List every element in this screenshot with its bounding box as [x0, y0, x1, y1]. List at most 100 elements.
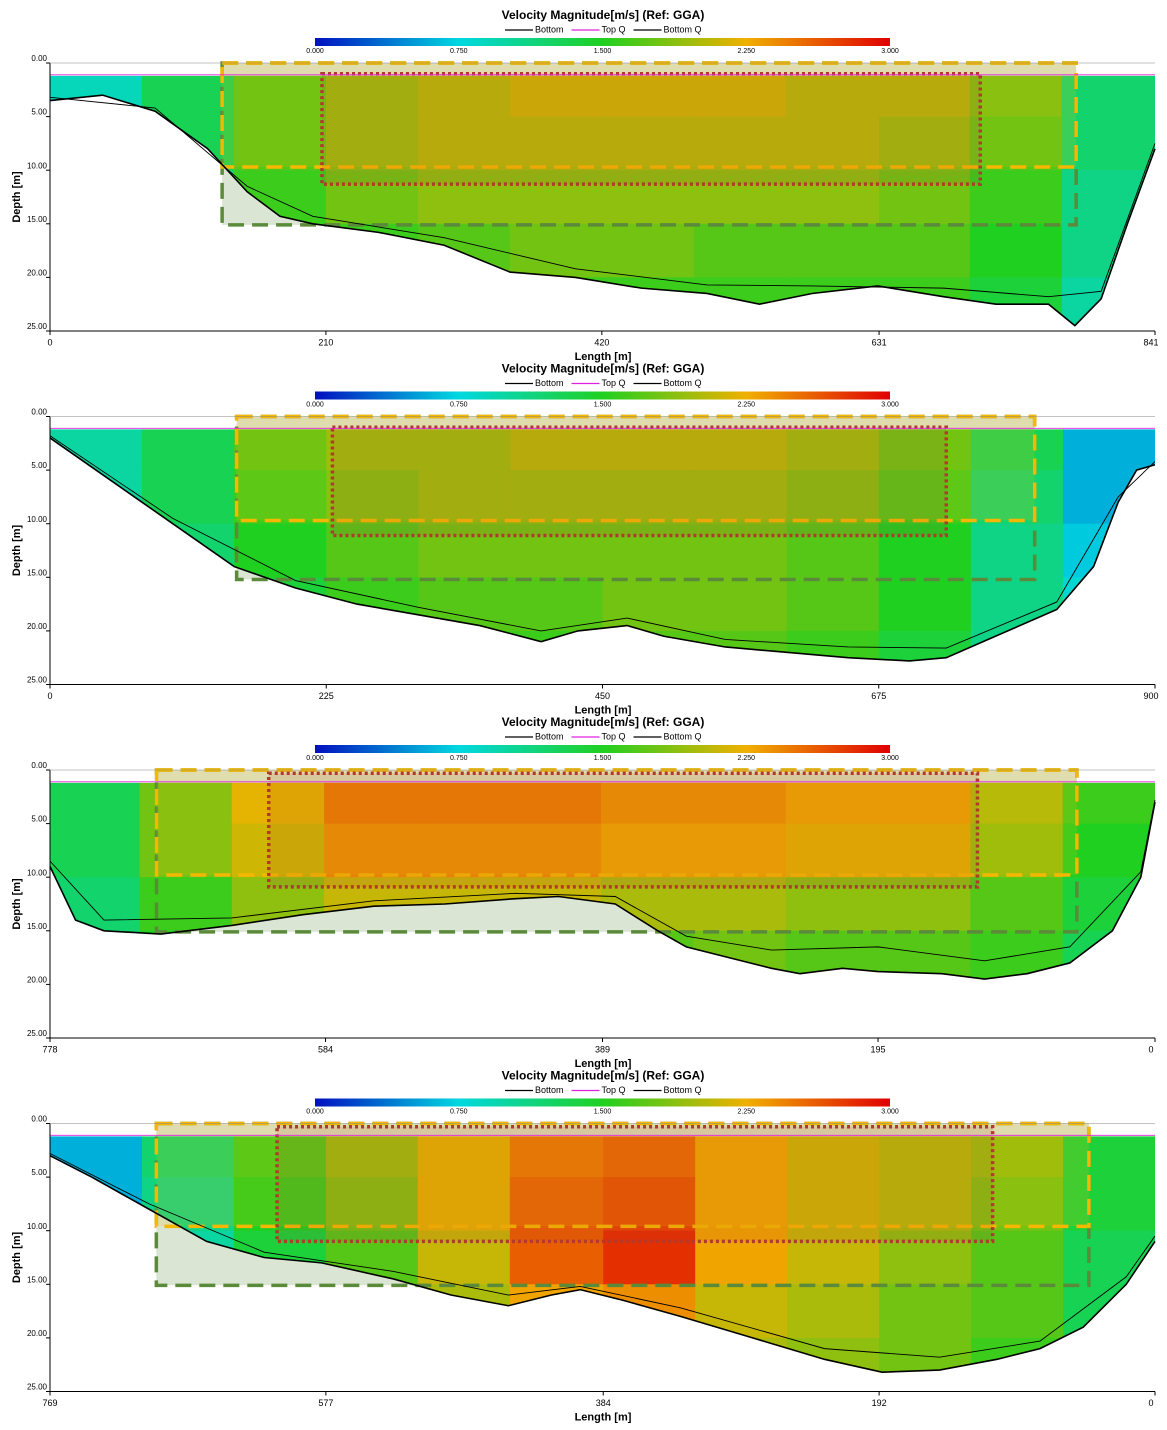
velocity-cell	[142, 630, 235, 661]
region-box	[275, 1124, 995, 1244]
velocity-cell	[878, 930, 971, 980]
velocity-cell	[970, 823, 1064, 878]
y-axis-label: Depth [m]	[11, 1232, 23, 1284]
y-axis-label: Depth [m]	[11, 171, 23, 223]
velocity-cell	[601, 782, 694, 825]
velocity-cell	[601, 75, 695, 118]
velocity-cell	[50, 984, 140, 1038]
velocity-cell	[416, 984, 509, 1038]
series-line	[49, 94, 1156, 327]
x-tick-label: 420	[594, 337, 609, 347]
velocity-cell	[787, 1136, 880, 1178]
velocity-cell	[603, 1337, 696, 1373]
y-tick-label: 15.00	[27, 568, 48, 577]
velocity-cell	[695, 1136, 788, 1178]
velocity-cell	[786, 577, 880, 632]
velocity-cell	[787, 1284, 880, 1339]
colorbar-tick-label: 0.750	[450, 48, 468, 55]
x-tick-label: 675	[871, 691, 886, 701]
velocity-cell	[970, 577, 1064, 632]
y-tick-label: 25.00	[27, 322, 48, 331]
velocity-cell	[878, 470, 972, 525]
velocity-cell	[1063, 1136, 1155, 1178]
y-axis-label: Depth [m]	[11, 878, 23, 930]
velocity-cell	[1062, 470, 1155, 525]
velocity-cell	[509, 1177, 604, 1232]
y-tick-label: 10.00	[27, 161, 48, 170]
velocity-cell	[694, 429, 788, 471]
velocity-cell	[601, 984, 694, 1038]
velocity-cell	[695, 1337, 788, 1373]
velocity-cell	[969, 223, 1063, 278]
velocity-cell	[693, 170, 787, 225]
velocity-cell	[971, 1337, 1064, 1373]
colorbar-tick-label: 2.250	[737, 1108, 755, 1115]
series-line	[49, 802, 1156, 980]
colorbar-tick-label: 3.000	[881, 48, 899, 55]
velocity-cell	[785, 930, 879, 980]
velocity-cell	[878, 630, 972, 661]
velocity-cell	[693, 984, 786, 1038]
chart-title: Velocity Magnitude[m/s] (Ref: GGA)	[502, 8, 705, 22]
velocity-cell	[139, 930, 233, 980]
y-tick-label: 10.00	[27, 1222, 48, 1231]
velocity-cell	[325, 1136, 419, 1178]
velocity-cell	[232, 984, 325, 1038]
velocity-cell	[879, 1337, 972, 1373]
velocity-cell	[601, 170, 695, 225]
y-tick-label: 0.00	[31, 408, 47, 417]
velocity-cell	[879, 277, 971, 326]
legend-label: Bottom	[535, 378, 564, 388]
velocity-cell	[1063, 1177, 1155, 1232]
velocity-cell	[324, 984, 417, 1038]
y-tick-label: 10.00	[27, 515, 48, 524]
colorbar-tick-label: 1.500	[594, 1108, 612, 1115]
velocity-cell	[602, 470, 696, 525]
y-tick-label: 0.00	[31, 1115, 47, 1124]
y-tick-label: 15.00	[27, 1275, 48, 1284]
colorbar	[315, 38, 890, 46]
velocity-cell	[785, 223, 880, 278]
y-tick-label: 25.00	[27, 1029, 48, 1038]
x-tick-label: 0	[47, 337, 52, 347]
y-tick-label: 20.00	[27, 622, 48, 631]
velocity-cell	[509, 75, 603, 118]
velocity-cell	[693, 116, 787, 171]
x-tick-label: 584	[318, 1044, 333, 1054]
velocity-cell	[418, 523, 511, 578]
x-tick-label: 210	[318, 337, 333, 347]
velocity-cell	[602, 577, 696, 632]
velocity-cell	[417, 277, 511, 326]
velocity-cell	[141, 1337, 235, 1373]
series-line	[49, 437, 1156, 662]
region-box	[266, 771, 980, 889]
velocity-cell	[1063, 984, 1156, 1038]
velocity-cell	[694, 470, 788, 525]
velocity-cell	[695, 1284, 788, 1339]
velocity-cell	[233, 1337, 327, 1373]
velocity-cell	[142, 577, 235, 632]
legend-label: Top Q	[602, 378, 626, 388]
velocity-cell	[1062, 523, 1155, 578]
chart-title: Velocity Magnitude[m/s] (Ref: GGA)	[502, 715, 705, 729]
velocity-cell	[509, 170, 603, 225]
velocity-cell	[970, 523, 1064, 578]
y-axis-label: Depth [m]	[11, 525, 23, 577]
velocity-cell	[603, 1136, 696, 1178]
velocity-cell	[970, 429, 1064, 471]
velocity-cell	[233, 1177, 327, 1232]
velocity-cell	[326, 429, 419, 471]
velocity-cell	[786, 523, 880, 578]
x-tick-label: 900	[1143, 691, 1158, 701]
y-tick-label: 25.00	[27, 676, 48, 685]
velocity-cell	[694, 630, 788, 661]
velocity-cell	[417, 116, 511, 171]
x-axis-label: Length [m]	[575, 1058, 632, 1070]
x-tick-label: 0	[47, 691, 52, 701]
velocity-cell	[786, 984, 879, 1038]
velocity-cell	[601, 823, 694, 878]
region-box	[330, 425, 949, 538]
velocity-cell	[417, 223, 511, 278]
velocity-cell	[785, 823, 879, 878]
legend-label: Top Q	[602, 1085, 626, 1095]
